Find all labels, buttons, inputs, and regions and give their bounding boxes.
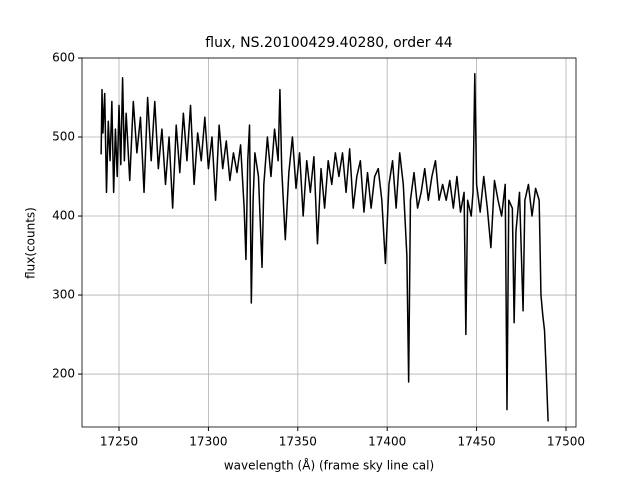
x-tick-label: 17250 — [100, 435, 138, 449]
x-tick-label: 17400 — [368, 435, 406, 449]
x-axis-label: wavelength (Å) (frame sky line cal) — [224, 458, 434, 473]
y-tick-label: 500 — [52, 130, 75, 144]
chart-title: flux, NS.20100429.40280, order 44 — [205, 35, 453, 51]
y-tick-label: 400 — [52, 209, 75, 223]
y-tick-label: 300 — [52, 288, 75, 302]
x-tick-label: 17450 — [457, 435, 495, 449]
y-tick-label: 600 — [52, 51, 75, 65]
plot-frame — [81, 57, 577, 428]
x-tick-label: 17300 — [189, 435, 227, 449]
y-axis-label: flux(counts) — [24, 207, 38, 279]
x-tick-label: 17500 — [547, 435, 585, 449]
x-tick-label: 17350 — [279, 435, 317, 449]
data-line — [100, 73, 549, 422]
y-tick-label: 200 — [52, 367, 75, 381]
